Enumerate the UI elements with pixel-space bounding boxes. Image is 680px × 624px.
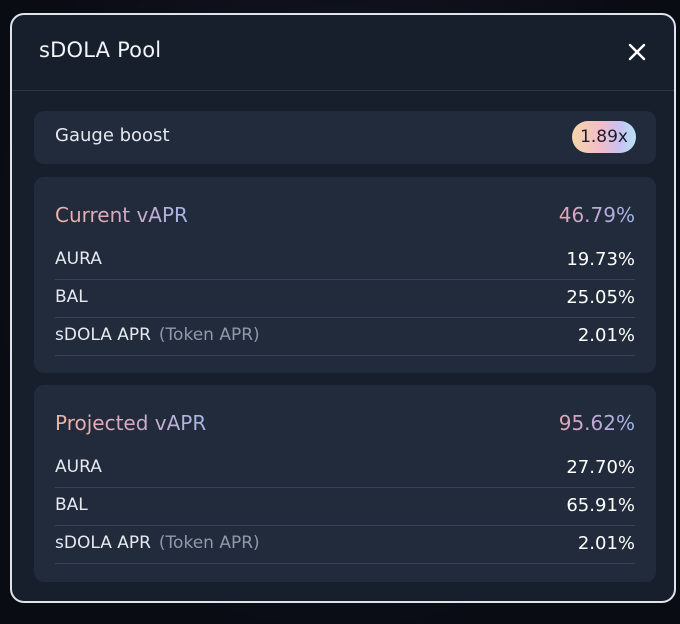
apr-row-sdola: sDOLA APR (Token APR) 2.01% [55, 318, 635, 356]
row-label-text: sDOLA APR [55, 325, 151, 345]
apr-row-bal: BAL 65.91% [55, 488, 635, 526]
row-label-text: AURA [55, 457, 102, 477]
row-label: BAL [55, 495, 88, 515]
row-value: 65.91% [566, 495, 635, 516]
row-label-text: BAL [55, 495, 88, 515]
row-label-text: sDOLA APR [55, 533, 151, 553]
projected-vapr-card: Projected vAPR 95.62% AURA 27.70% BAL 65… [34, 385, 656, 582]
close-button[interactable] [624, 39, 650, 65]
row-label: AURA [55, 457, 102, 477]
row-value: 27.70% [566, 457, 635, 478]
row-label: sDOLA APR (Token APR) [55, 325, 260, 345]
row-label-text: BAL [55, 287, 88, 307]
row-label: sDOLA APR (Token APR) [55, 533, 260, 553]
close-icon [628, 43, 646, 61]
row-value: 19.73% [566, 249, 635, 270]
projected-vapr-total: 95.62% [558, 411, 635, 435]
apr-row-bal: BAL 25.05% [55, 280, 635, 318]
current-vapr-breakdown: AURA 19.73% BAL 25.05% sDOLA APR (Token A… [55, 242, 635, 356]
gauge-boost-badge: 1.89x [572, 121, 636, 153]
row-value: 25.05% [566, 287, 635, 308]
row-label-text: AURA [55, 249, 102, 269]
apr-row-sdola: sDOLA APR (Token APR) 2.01% [55, 526, 635, 564]
row-label: BAL [55, 287, 88, 307]
projected-vapr-breakdown: AURA 27.70% BAL 65.91% sDOLA APR (Token A… [55, 450, 635, 564]
projected-vapr-title: Projected vAPR [55, 411, 207, 435]
current-vapr-header: Current vAPR 46.79% [55, 203, 635, 231]
row-value: 2.01% [577, 325, 635, 346]
pool-modal: sDOLA Pool Gauge boost 1.89x Current vAP… [10, 13, 676, 603]
apr-row-aura: AURA 19.73% [55, 242, 635, 280]
apr-row-aura: AURA 27.70% [55, 450, 635, 488]
row-value: 2.01% [577, 533, 635, 554]
row-sublabel: (Token APR) [158, 533, 260, 553]
row-sublabel: (Token APR) [158, 325, 260, 345]
gauge-boost-card: Gauge boost 1.89x [34, 111, 656, 164]
current-vapr-total: 46.79% [558, 203, 635, 227]
modal-title: sDOLA Pool [39, 38, 162, 62]
modal-header: sDOLA Pool [12, 15, 674, 91]
gauge-boost-label: Gauge boost [55, 125, 170, 146]
current-vapr-card: Current vAPR 46.79% AURA 19.73% BAL 25.0… [34, 177, 656, 373]
row-label: AURA [55, 249, 102, 269]
projected-vapr-header: Projected vAPR 95.62% [55, 411, 635, 439]
current-vapr-title: Current vAPR [55, 203, 188, 227]
